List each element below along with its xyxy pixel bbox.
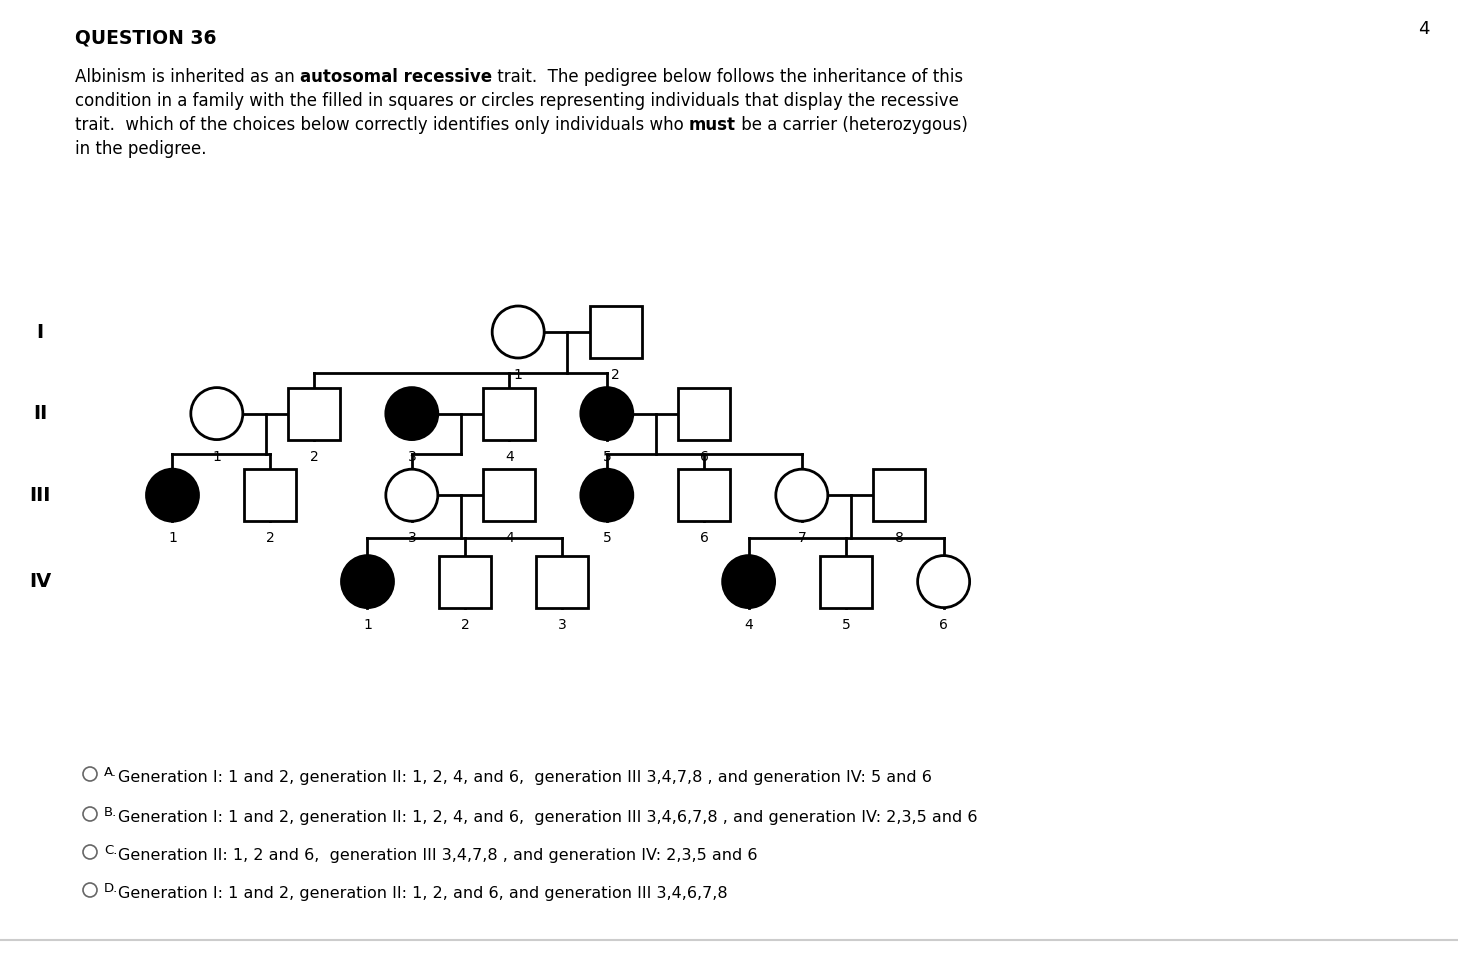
Text: trait.  The pedigree below follows the inheritance of this: trait. The pedigree below follows the in…	[493, 68, 964, 86]
Text: 3: 3	[558, 617, 567, 632]
Text: I: I	[36, 323, 44, 342]
Text: Generation I: 1 and 2, generation II: 1, 2, and 6, and generation III 3,4,6,7,8: Generation I: 1 and 2, generation II: 1,…	[118, 886, 728, 901]
Text: 6: 6	[939, 617, 948, 632]
Text: 2: 2	[311, 449, 319, 464]
Ellipse shape	[386, 388, 437, 440]
Text: 1: 1	[363, 617, 372, 632]
Bar	[821, 556, 872, 608]
Bar	[243, 469, 296, 521]
Ellipse shape	[776, 469, 828, 521]
Bar	[678, 388, 730, 440]
Ellipse shape	[146, 469, 198, 521]
Text: 6: 6	[700, 531, 709, 545]
Text: Generation I: 1 and 2, generation II: 1, 2, 4, and 6,  generation III 3,4,6,7,8 : Generation I: 1 and 2, generation II: 1,…	[118, 810, 977, 825]
Text: 8: 8	[895, 531, 904, 545]
Ellipse shape	[341, 556, 394, 608]
Text: must: must	[690, 116, 736, 134]
Bar	[873, 469, 926, 521]
Text: 1: 1	[213, 449, 222, 464]
Ellipse shape	[580, 388, 633, 440]
Circle shape	[83, 767, 98, 781]
Text: 5: 5	[602, 531, 611, 545]
Text: 4: 4	[504, 531, 513, 545]
Text: 2: 2	[611, 368, 620, 382]
Text: 4: 4	[1419, 20, 1430, 38]
Text: autosomal recessive: autosomal recessive	[300, 68, 493, 86]
Circle shape	[83, 845, 98, 859]
Text: Albinism is inherited as an: Albinism is inherited as an	[74, 68, 300, 86]
Bar	[537, 556, 589, 608]
Ellipse shape	[723, 556, 774, 608]
Text: 4: 4	[504, 449, 513, 464]
Text: 1: 1	[513, 368, 522, 382]
Text: 7: 7	[798, 531, 806, 545]
Ellipse shape	[493, 306, 544, 358]
Text: Generation II: 1, 2 and 6,  generation III 3,4,7,8 , and generation IV: 2,3,5 an: Generation II: 1, 2 and 6, generation II…	[118, 848, 758, 863]
Text: II: II	[34, 404, 47, 423]
Text: QUESTION 36: QUESTION 36	[74, 28, 216, 47]
Text: 5: 5	[841, 617, 850, 632]
Text: trait.  which of the choices below correctly identifies only individuals who: trait. which of the choices below correc…	[74, 116, 690, 134]
Ellipse shape	[580, 469, 633, 521]
Text: 2: 2	[265, 531, 274, 545]
Bar	[483, 388, 535, 440]
Text: D.: D.	[104, 882, 118, 895]
Circle shape	[83, 883, 98, 897]
Text: 5: 5	[602, 449, 611, 464]
Text: 2: 2	[461, 617, 469, 632]
Ellipse shape	[386, 469, 437, 521]
Text: 1: 1	[168, 531, 176, 545]
Text: IV: IV	[29, 572, 51, 591]
Text: Generation I: 1 and 2, generation II: 1, 2, 4, and 6,  generation III 3,4,7,8 , : Generation I: 1 and 2, generation II: 1,…	[118, 770, 932, 785]
Bar	[483, 469, 535, 521]
Bar	[678, 469, 730, 521]
Text: III: III	[29, 486, 51, 505]
Text: C.: C.	[104, 844, 118, 857]
Text: 6: 6	[700, 449, 709, 464]
Text: be a carrier (heterozygous): be a carrier (heterozygous)	[736, 116, 968, 134]
Text: 4: 4	[744, 617, 752, 632]
Text: condition in a family with the filled in squares or circles representing individ: condition in a family with the filled in…	[74, 92, 959, 110]
Text: in the pedigree.: in the pedigree.	[74, 140, 207, 158]
Bar	[439, 556, 491, 608]
Ellipse shape	[917, 556, 970, 608]
Text: 3: 3	[407, 531, 416, 545]
Text: A.: A.	[104, 766, 117, 779]
Bar	[589, 306, 642, 358]
Text: B.: B.	[104, 806, 117, 819]
Bar	[289, 388, 340, 440]
Ellipse shape	[191, 388, 243, 440]
Text: 3: 3	[407, 449, 416, 464]
Circle shape	[83, 807, 98, 821]
